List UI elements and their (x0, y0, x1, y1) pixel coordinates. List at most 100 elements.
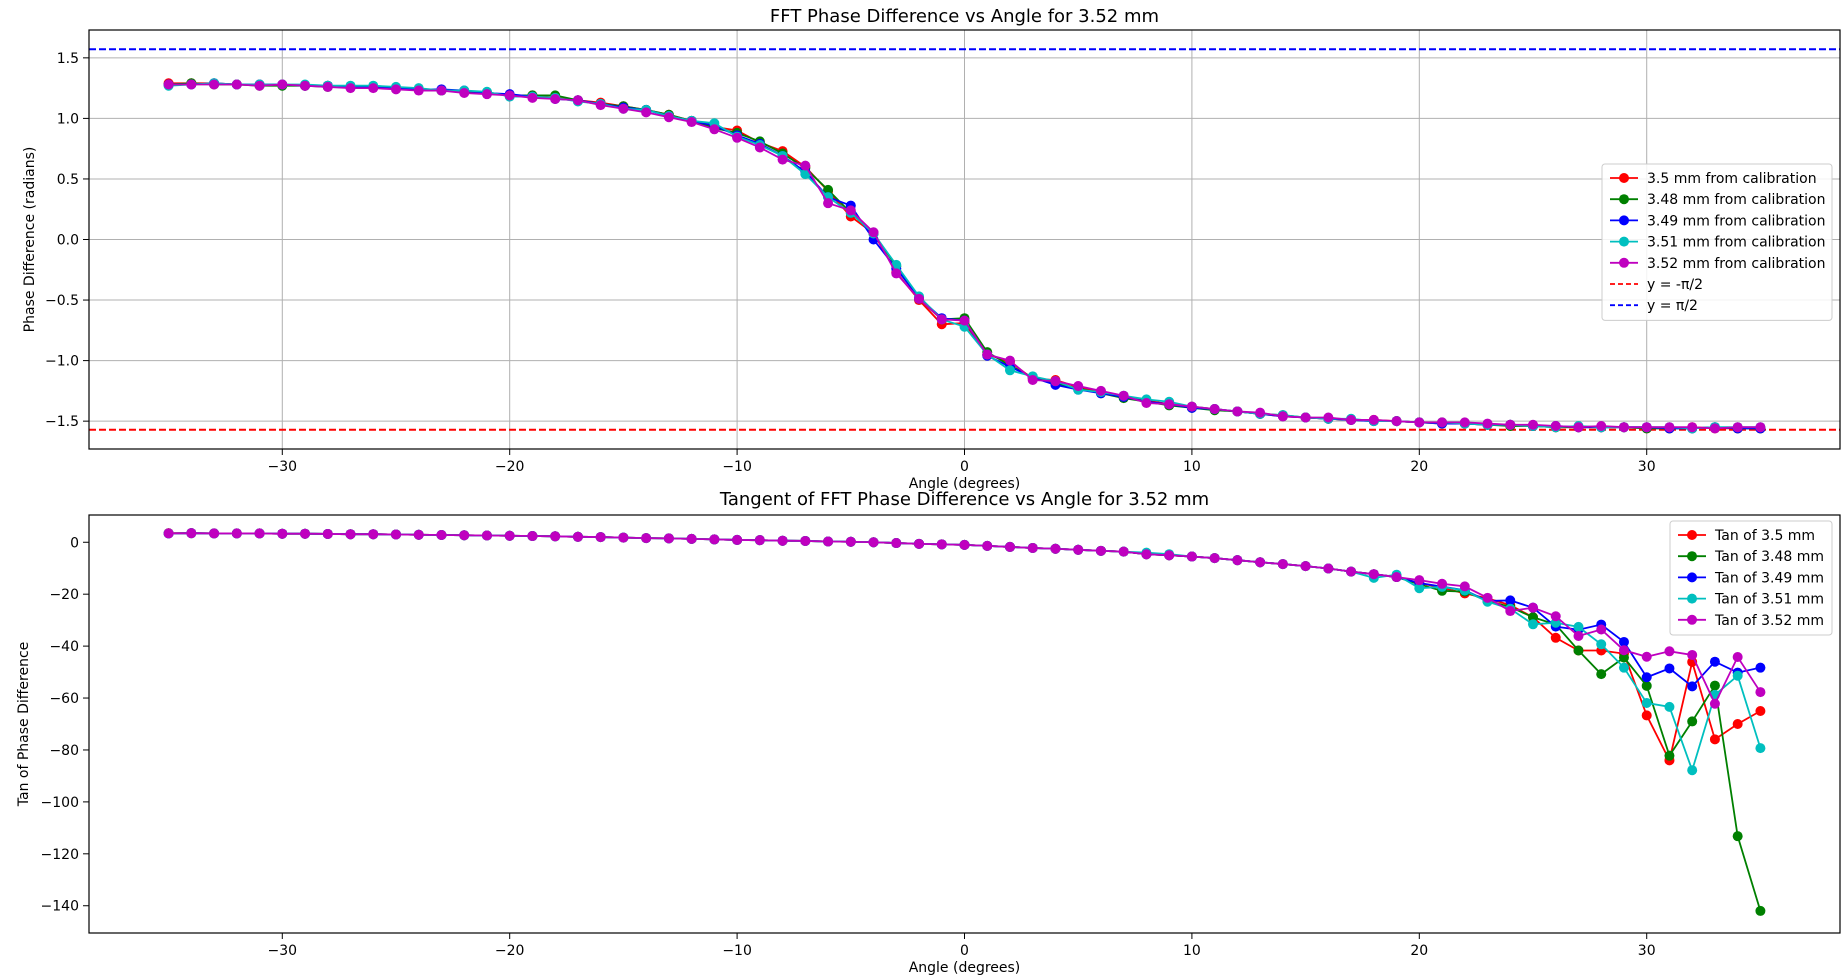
tan-data-point (1232, 555, 1242, 565)
tan-data-point (1596, 639, 1606, 649)
phase-data-point (823, 198, 833, 208)
tan-legend-label: Tan of 3.51 mm (1714, 592, 1824, 608)
tan-data-point (1733, 652, 1743, 662)
tan-data-point (664, 533, 674, 543)
tan-data-point (1664, 751, 1674, 761)
tan-data-point (1096, 546, 1106, 556)
phase-data-point (596, 100, 606, 110)
tan-xtick-label: 0 (960, 943, 969, 959)
phase-data-point (1619, 422, 1629, 432)
tan-data-point (1369, 569, 1379, 579)
phase-data-point (1687, 422, 1697, 432)
tan-data-point (1687, 765, 1697, 775)
phase-legend: 3.5 mm from calibration3.48 mm from cali… (1602, 164, 1832, 320)
tan-data-point (1733, 671, 1743, 681)
phase-data-point (1301, 413, 1311, 423)
tan-data-point (709, 534, 719, 544)
tan-data-point (505, 531, 515, 541)
tan-ytick-label: −140 (41, 899, 79, 915)
phase-data-point (1050, 376, 1060, 386)
tan-data-point (1278, 559, 1288, 569)
phase-data-point (1096, 386, 1106, 396)
phase-data-point (1232, 406, 1242, 416)
phase-data-point (505, 90, 515, 100)
tan-data-point (846, 537, 856, 547)
tan-data-point (1664, 646, 1674, 656)
tan-data-point (550, 531, 560, 541)
tan-legend-swatch-marker (1687, 530, 1697, 540)
phase-legend-label: 3.52 mm from calibration (1647, 256, 1825, 272)
phase-data-point (1028, 375, 1038, 385)
phase-data-point (1505, 420, 1515, 430)
tan-data-point (1710, 699, 1720, 709)
tan-data-point (982, 541, 992, 551)
phase-data-point (186, 79, 196, 89)
phase-data-point (709, 124, 719, 134)
phase-legend-label: y = π/2 (1647, 298, 1698, 314)
tan-xtick-label: −10 (722, 943, 752, 959)
phase-data-point (414, 86, 424, 96)
tan-data-point (255, 528, 265, 538)
tan-data-point (1755, 687, 1765, 697)
tan-data-point (596, 532, 606, 542)
tan-data-point (1687, 716, 1697, 726)
tan-legend-swatch-marker (1687, 615, 1697, 625)
tan-data-point (436, 530, 446, 540)
tan-data-point (641, 533, 651, 543)
tan-xtick-label: 10 (1183, 943, 1201, 959)
tan-ytick-label: −20 (49, 587, 79, 603)
tan-data-point (1642, 652, 1652, 662)
phase-data-point (209, 79, 219, 89)
tan-xtick-label: −30 (268, 943, 298, 959)
tan-data-point (1164, 550, 1174, 560)
phase-data-point (1119, 391, 1129, 401)
phase-data-point (732, 133, 742, 143)
phase-data-point (664, 112, 674, 122)
phase-data-point (914, 294, 924, 304)
phase-data-point (1664, 422, 1674, 432)
tan-ytick-label: −120 (41, 847, 79, 863)
phase-legend-swatch-marker (1619, 215, 1629, 225)
phase-data-point (368, 83, 378, 93)
tan-data-point (1596, 669, 1606, 679)
tan-data-point (1528, 603, 1538, 613)
phase-xtick-label: −10 (722, 459, 752, 475)
phase-legend-swatch-marker (1619, 173, 1629, 183)
tan-data-point (527, 531, 537, 541)
tan-data-point (1573, 631, 1583, 641)
phase-data-point (1573, 422, 1583, 432)
tan-data-point (960, 540, 970, 550)
tan-legend-label: Tan of 3.52 mm (1714, 613, 1824, 629)
tan-data-point (1733, 831, 1743, 841)
phase-data-point (232, 79, 242, 89)
tan-data-point (1664, 663, 1674, 673)
tan-data-point (1755, 706, 1765, 716)
phase-data-point (1187, 402, 1197, 412)
phase-data-point (550, 94, 560, 104)
tan-legend-label: Tan of 3.49 mm (1714, 570, 1824, 586)
phase-data-point (1596, 421, 1606, 431)
phase-data-point (1346, 415, 1356, 425)
phase-legend-label: 3.48 mm from calibration (1647, 192, 1825, 208)
tan-data-point (1437, 579, 1447, 589)
tan-data-point (346, 529, 356, 539)
tan-x-axis-label: Angle (degrees) (909, 960, 1021, 976)
tan-data-point (1483, 593, 1493, 603)
phase-data-point (1642, 422, 1652, 432)
phase-data-point (346, 83, 356, 93)
phase-xtick-label: −20 (495, 459, 525, 475)
tan-data-point (1687, 650, 1697, 660)
tan-data-point (1551, 633, 1561, 643)
phase-data-point (1323, 413, 1333, 423)
phase-data-point (1369, 415, 1379, 425)
tan-data-point (323, 529, 333, 539)
phase-data-point (1755, 422, 1765, 432)
tan-data-point (1255, 557, 1265, 567)
phase-data-point (1392, 416, 1402, 426)
phase-data-point (323, 82, 333, 92)
tan-ytick-label: −60 (49, 691, 79, 707)
tan-data-point (1528, 619, 1538, 629)
tan-data-point (914, 539, 924, 549)
phase-data-point (982, 350, 992, 360)
tan-data-point (1573, 646, 1583, 656)
